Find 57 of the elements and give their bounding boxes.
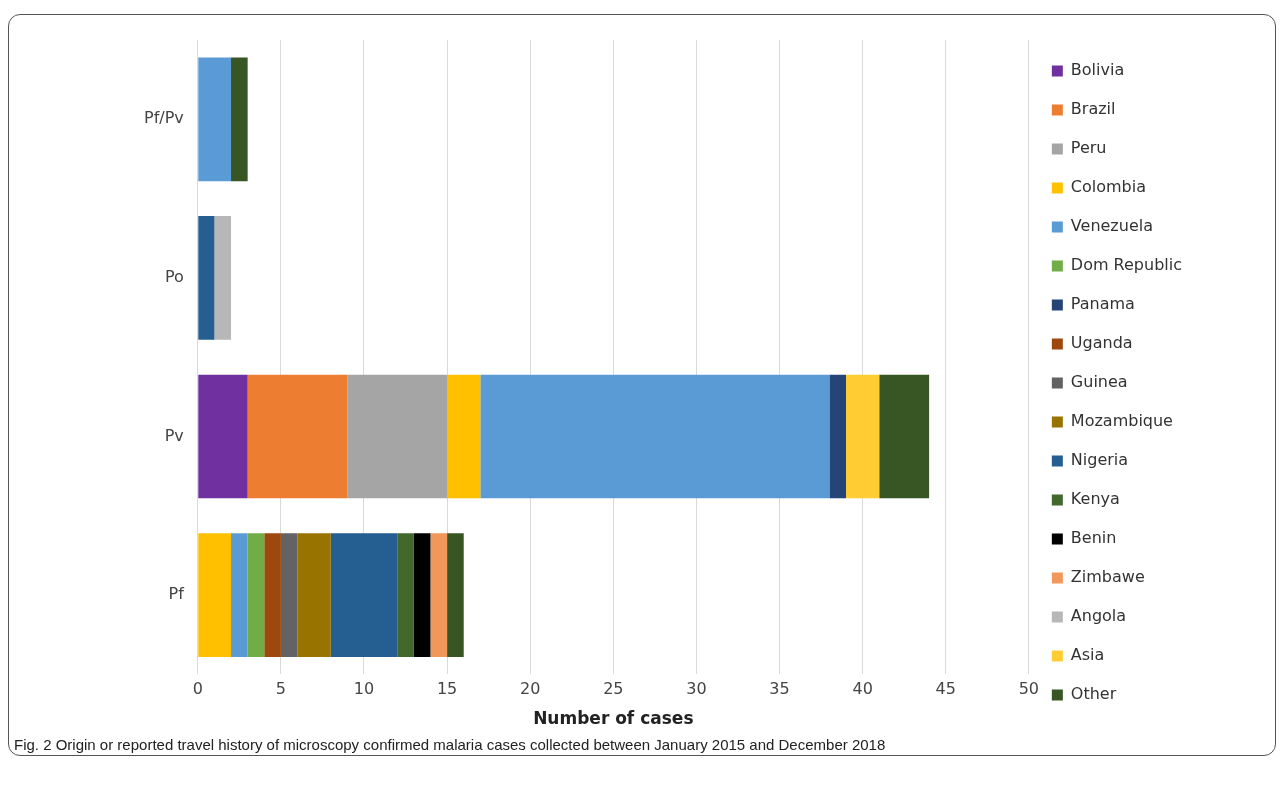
legend-label: Asia: [1070, 645, 1105, 665]
y-tick-label: Pf/Pv: [143, 108, 184, 128]
x-axis-title: Number of cases: [533, 708, 694, 729]
legend-label: Colombia: [1070, 177, 1147, 197]
bar: [264, 533, 281, 657]
legend-label: Other: [1070, 684, 1117, 704]
x-tick-label: 0: [192, 679, 203, 699]
x-tick-label: 35: [769, 679, 790, 699]
y-tick-label: Pf: [168, 584, 185, 604]
bar: [198, 216, 215, 340]
y-tick-label: Pv: [164, 425, 184, 445]
legend-label: Angola: [1070, 606, 1127, 626]
legend-label: Guinea: [1070, 372, 1128, 392]
x-tick-label: 40: [852, 679, 873, 699]
legend-label: Dom Republic: [1070, 255, 1183, 275]
legend-label: Benin: [1070, 528, 1117, 548]
bar: [198, 533, 232, 657]
bar: [231, 533, 248, 657]
x-tick-label: 10: [353, 679, 375, 699]
bar: [397, 533, 414, 657]
bar: [247, 533, 265, 657]
bar: [879, 374, 930, 499]
legend-label: Kenya: [1070, 489, 1120, 509]
bar: [198, 374, 248, 499]
bar: [413, 533, 431, 657]
x-tick-label: 30: [686, 679, 707, 699]
legend-label: Venezuela: [1070, 216, 1154, 236]
legend-label: Bolivia: [1070, 60, 1125, 80]
bar: [330, 533, 398, 657]
legend-label: Panama: [1070, 294, 1135, 314]
legend-label: Nigeria: [1070, 450, 1129, 470]
bar: [214, 216, 232, 340]
bar: [430, 533, 448, 657]
caption: Fig. 2 Origin or reported travel history of microscopy confirmed malaria cases collected between January 2015 and December 2018: [14, 736, 886, 753]
bar: [447, 533, 464, 657]
legend-label: Uganda: [1070, 333, 1133, 353]
bar: [297, 533, 331, 657]
bar: [247, 374, 348, 499]
bar: [198, 57, 232, 182]
x-tick-label: 20: [520, 679, 541, 699]
x-tick-label: 45: [935, 679, 956, 699]
bar: [280, 533, 298, 657]
x-tick-label: 15: [436, 679, 458, 699]
bar: [829, 374, 847, 499]
bar: [846, 374, 880, 499]
bar: [480, 374, 830, 499]
legend-label: Zimbawe: [1070, 567, 1145, 587]
x-tick-label: 25: [603, 679, 624, 699]
legend-label: Peru: [1070, 138, 1107, 158]
y-tick-label: Po: [164, 267, 184, 287]
x-tick-label: 50: [1018, 679, 1040, 699]
bar: [347, 374, 448, 499]
legend-label: Brazil: [1070, 99, 1116, 119]
bar: [231, 57, 248, 182]
bar: [447, 374, 481, 499]
x-tick-label: 5: [275, 679, 286, 699]
legend-label: Mozambique: [1070, 411, 1173, 431]
